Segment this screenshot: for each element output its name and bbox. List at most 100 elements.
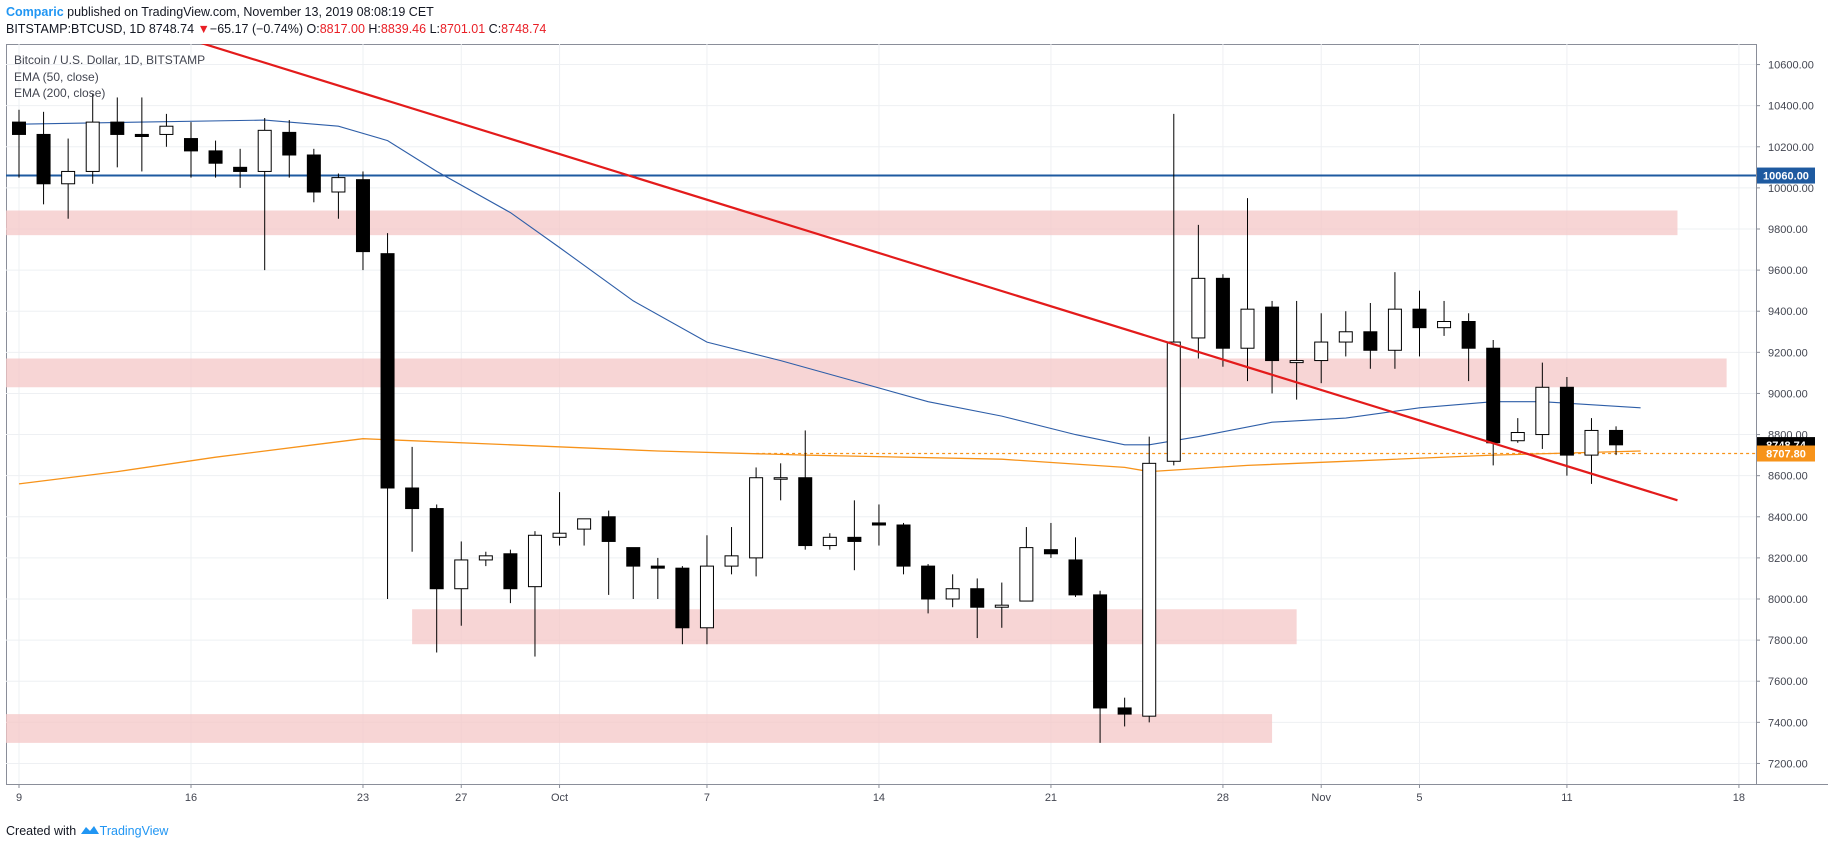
candle-body (1363, 331, 1378, 351)
chart-header: Comparic published on TradingView.com, N… (6, 4, 546, 38)
legend-ema50[interactable]: EMA (50, close) (14, 69, 99, 84)
candle (699, 535, 714, 645)
x-tick-label: Nov (1311, 792, 1331, 804)
x-tick-label: 11 (1561, 792, 1572, 804)
candle (994, 582, 1009, 628)
open-label: O: (306, 22, 320, 36)
candle (61, 138, 76, 219)
candle (355, 171, 370, 271)
y-tick-label: 9200.00 (1768, 347, 1808, 359)
support-resistance-zone (6, 210, 1678, 236)
candle-body (380, 253, 395, 489)
candle-body (405, 487, 420, 510)
support-resistance-zone (6, 358, 1727, 388)
candle-body (331, 177, 346, 193)
chart-legend: Bitcoin / U.S. Dollar, 1D, BITSTAMP EMA … (14, 52, 205, 102)
y-tick-label: 7600.00 (1768, 676, 1808, 688)
candle (331, 173, 346, 219)
candle (1215, 274, 1230, 367)
candle-body (1559, 386, 1574, 456)
candle-body (282, 131, 297, 156)
candle-body (601, 516, 616, 542)
candle (380, 233, 395, 599)
candle-body (1215, 277, 1230, 349)
legend-title[interactable]: Bitcoin / U.S. Dollar, 1D, BITSTAMP (14, 53, 206, 67)
candle-body (1166, 341, 1181, 462)
candle (1461, 313, 1476, 382)
ema200-line (18, 438, 1641, 485)
candle-body (1609, 429, 1624, 446)
candle (405, 446, 420, 552)
candle-body (773, 477, 788, 480)
plot-area (6, 44, 1756, 743)
candle (1093, 590, 1108, 743)
candle (1559, 377, 1574, 476)
candle-body (724, 555, 739, 567)
candle (478, 551, 493, 567)
price-label-box (1757, 167, 1815, 184)
candle-body (527, 534, 542, 588)
y-tick-label: 8400.00 (1768, 512, 1808, 524)
candle-body (1265, 306, 1280, 362)
candle (429, 504, 444, 653)
candle (650, 557, 665, 599)
candle (1166, 113, 1181, 466)
candle (724, 527, 739, 575)
candle (871, 504, 886, 546)
candle-body (1068, 559, 1083, 596)
candle (945, 574, 960, 608)
candle (1240, 198, 1255, 382)
candle (601, 510, 616, 595)
candle-body (61, 170, 76, 185)
candle-body (650, 565, 665, 569)
candle (183, 122, 198, 178)
candle (159, 113, 174, 147)
candle (1486, 340, 1501, 466)
legend-ema200[interactable]: EMA (200, close) (14, 86, 106, 100)
candle (1412, 290, 1427, 357)
close-label: C: (488, 22, 502, 36)
x-tick-label: 23 (357, 792, 369, 804)
x-tick-label: Oct (551, 792, 568, 804)
candle (798, 430, 813, 550)
candle-body (1142, 462, 1157, 717)
candle-body (994, 604, 1009, 608)
candle-body (233, 166, 248, 172)
candle-body (552, 532, 567, 538)
candle (1117, 697, 1132, 727)
candle-body (134, 133, 149, 137)
candle (773, 463, 788, 501)
candle-body (208, 150, 223, 164)
candle-body (1584, 429, 1599, 456)
x-tick-label: 18 (1733, 792, 1745, 804)
candle (134, 97, 149, 172)
candle-body (1019, 547, 1034, 602)
candle-body (1387, 308, 1402, 351)
low-label: L: (429, 22, 440, 36)
candle-body (454, 559, 469, 590)
tradingview-brand[interactable]: TradingView (99, 824, 169, 838)
candle-body (183, 138, 198, 152)
candle (577, 518, 592, 546)
candle-body (1117, 707, 1132, 715)
y-tick-label: 10000.00 (1768, 183, 1814, 195)
y-tick-label: 7400.00 (1768, 717, 1808, 729)
y-tick-label: 9800.00 (1768, 224, 1808, 236)
down-arrow-icon: ▼ (197, 22, 210, 36)
candle-body (847, 536, 862, 542)
y-tick-label: 9600.00 (1768, 265, 1808, 277)
candle-body (970, 588, 985, 608)
candle-body (871, 522, 886, 526)
candle-body (355, 179, 370, 253)
candle-body (159, 125, 174, 135)
last-price: 8748.74 (148, 22, 195, 36)
candle-body (675, 567, 690, 629)
candle (1387, 272, 1402, 369)
candle (454, 541, 469, 626)
candle (1068, 537, 1083, 597)
author-name[interactable]: Comparic (6, 5, 64, 19)
y-tick-label: 10200.00 (1768, 142, 1814, 154)
x-tick-label: 16 (185, 792, 197, 804)
candle-body (626, 547, 641, 567)
